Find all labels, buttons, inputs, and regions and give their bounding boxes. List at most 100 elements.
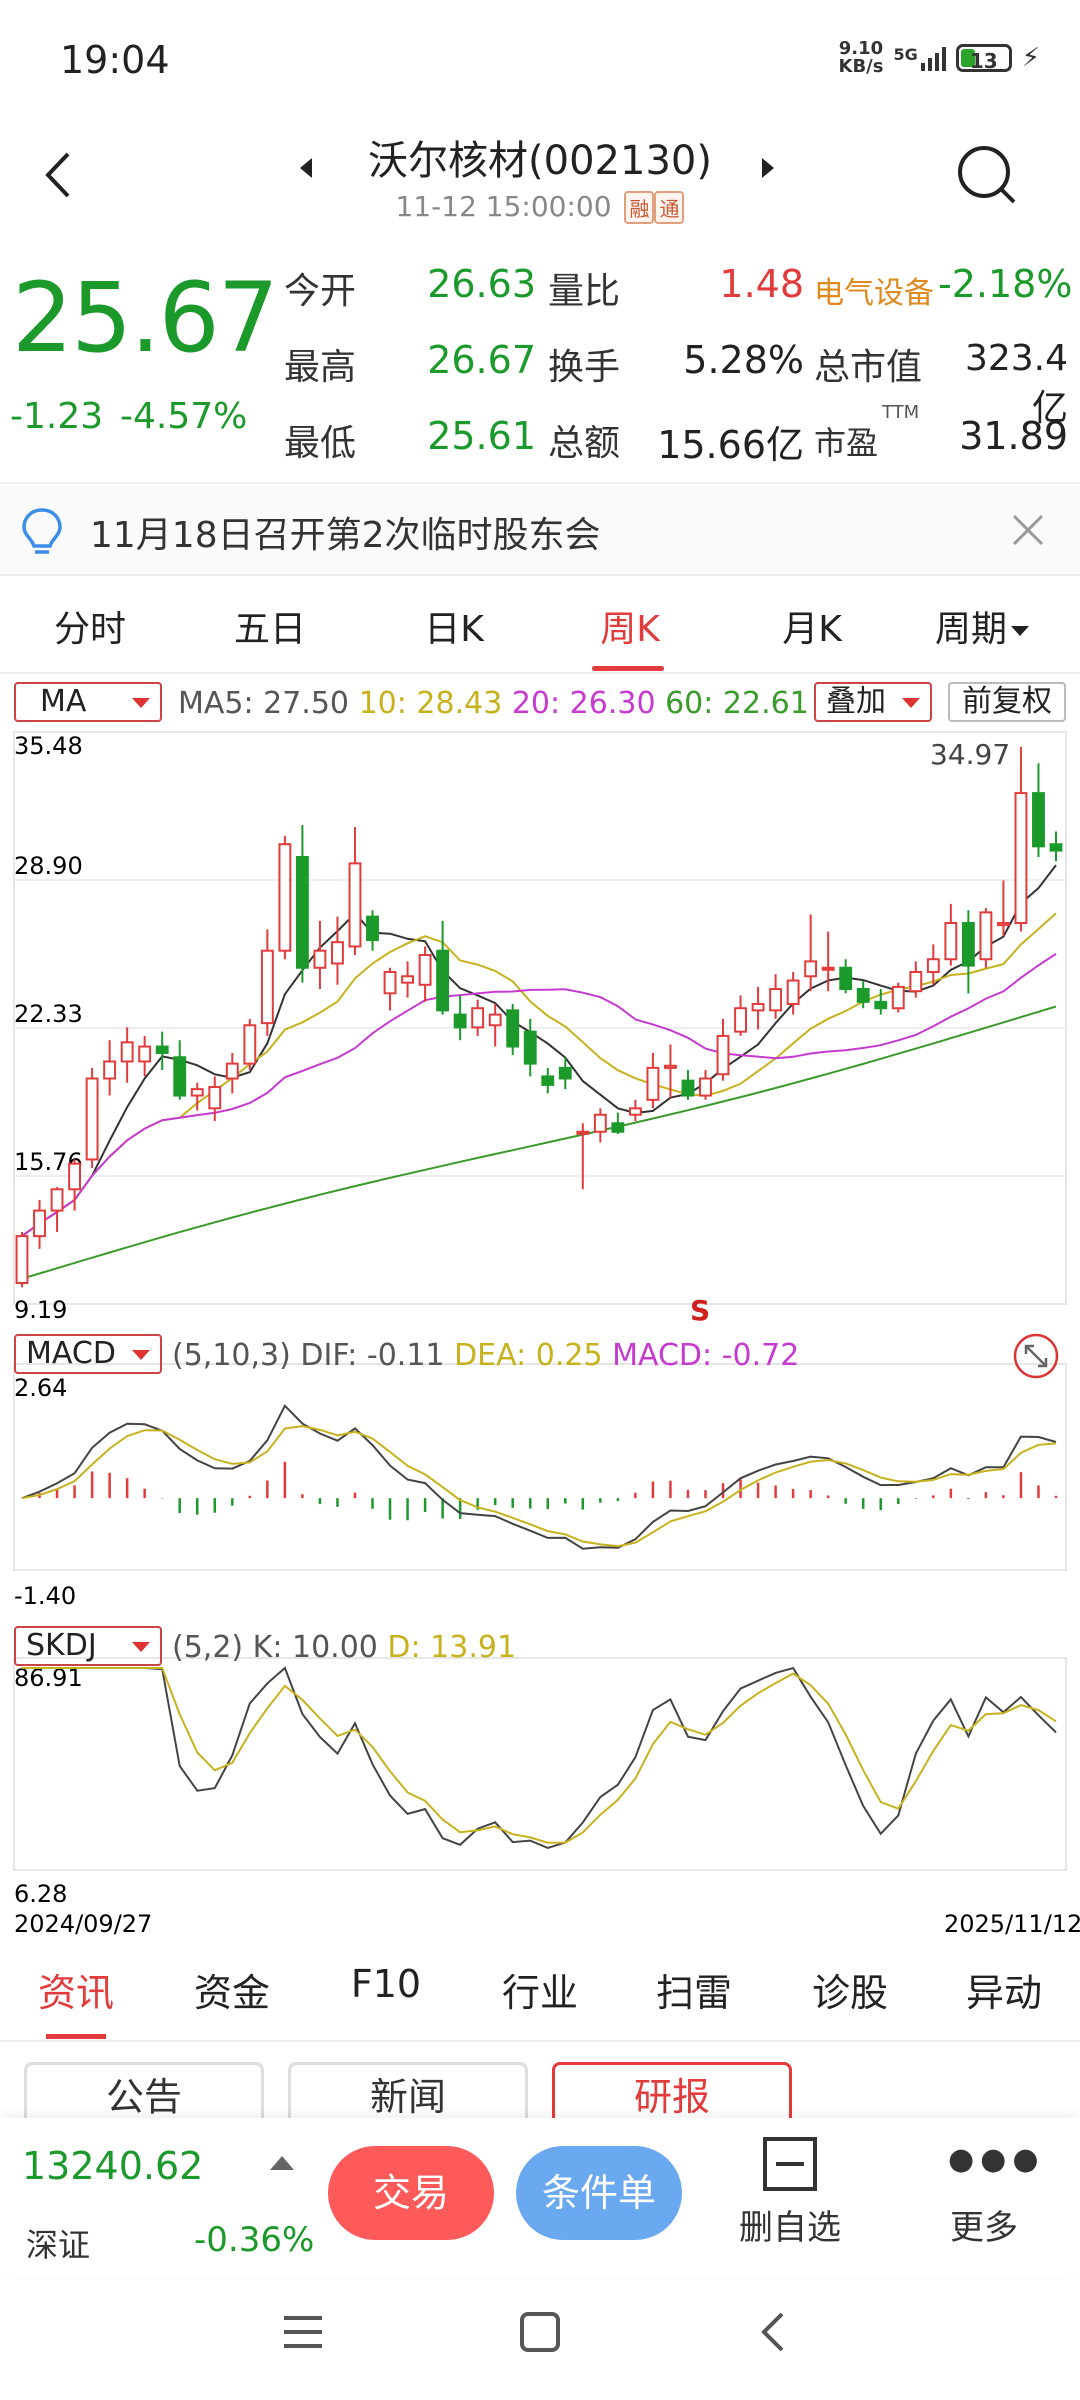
index-change[interactable]: -0.36%: [194, 2220, 315, 2260]
price-change-pct: -4.57%: [120, 396, 248, 437]
system-nav-bar: [0, 2280, 1080, 2400]
kline-chart[interactable]: 35.48 28.90 22.33 15.76 9.19 34.97 S 2.6…: [0, 724, 1080, 1944]
date-end: 2025/11/12: [944, 1910, 1080, 1938]
macd-tick: -1.40: [14, 1582, 76, 1610]
high-marker: 34.97: [930, 738, 1010, 771]
candle-body: [85, 1077, 99, 1161]
ma-select[interactable]: MA: [14, 682, 162, 722]
candle-body: [821, 966, 835, 971]
net-speed: 9.10 KB/s: [838, 38, 884, 77]
candle-body: [33, 1209, 46, 1238]
index-value[interactable]: 13240.62: [22, 2144, 204, 2188]
tab-period[interactable]: 周期: [922, 600, 1042, 652]
more-icon[interactable]: ●●●: [948, 2142, 1045, 2177]
low-label: 最低: [284, 423, 357, 464]
candle-body: [138, 1045, 152, 1063]
candle-body: [926, 958, 940, 974]
bulb-icon: [22, 508, 62, 554]
candle-body: [173, 1056, 187, 1097]
tab-intraday[interactable]: 分时: [53, 609, 126, 650]
vol-ratio-value: 1.48: [719, 262, 804, 306]
index-name[interactable]: 深证: [26, 2226, 91, 2264]
more-label[interactable]: 更多: [950, 2208, 1018, 2248]
next-stock-icon[interactable]: [762, 158, 774, 178]
candle-body: [208, 1086, 222, 1110]
macd-legend: (5,10,3) DIF: -0.11 DEA: 0.25 MACD: -0.7…: [172, 1338, 800, 1373]
expand-icon[interactable]: [1012, 1332, 1060, 1380]
candle-body: [190, 1088, 204, 1097]
candle-body: [488, 1013, 502, 1027]
candle-body: [769, 988, 783, 1012]
turnover-value: 5.28%: [683, 338, 804, 382]
prev-stock-icon[interactable]: [300, 158, 312, 178]
status-time: 19:04: [60, 38, 170, 82]
tab-diagnosis[interactable]: 诊股: [811, 1971, 888, 2015]
battery-icon: 13: [955, 44, 1012, 73]
candle-body: [909, 971, 923, 993]
tab-weekly-k[interactable]: 周K: [600, 609, 660, 650]
candle-body: [996, 922, 1010, 927]
back-nav-icon[interactable]: [754, 2308, 794, 2356]
tab-f10[interactable]: F10: [350, 1962, 422, 2006]
candle-body: [120, 1041, 134, 1063]
candle-body: [541, 1075, 555, 1086]
bottom-tab-indicator: [46, 2034, 106, 2039]
macd-select[interactable]: MACD: [14, 1334, 162, 1374]
mktcap-value: 323.4亿: [964, 338, 1068, 429]
ma5-line: [21, 864, 1057, 1237]
price-tick: 35.48: [14, 732, 83, 760]
candle-body: [734, 1007, 747, 1033]
search-icon[interactable]: [952, 140, 1022, 210]
adjust-button[interactable]: 前复权: [948, 682, 1066, 722]
sector-name[interactable]: 电气设备: [814, 276, 934, 311]
tab-five-day[interactable]: 五日: [233, 609, 306, 650]
tab-monthly-k[interactable]: 月K: [782, 609, 842, 650]
candle-body: [1014, 792, 1028, 925]
close-icon[interactable]: [1010, 512, 1046, 548]
candle-body: [418, 953, 432, 986]
amount-value: 15.66亿: [657, 423, 804, 467]
candle-body: [558, 1066, 572, 1080]
k-line: [22, 1666, 1057, 1849]
candle-body: [68, 1162, 82, 1191]
sector-change: -2.18%: [938, 262, 1073, 306]
vol-ratio-label: 量比: [548, 271, 621, 312]
notice-bar[interactable]: [0, 486, 1080, 572]
candle-body: [155, 1045, 169, 1054]
skdj-tick: 6.28: [14, 1880, 67, 1908]
tab-funds[interactable]: 资金: [193, 1971, 270, 2015]
amount-label: 总额: [548, 423, 621, 464]
tab-risk-scan[interactable]: 扫雷: [655, 1971, 732, 2015]
candle-body: [944, 922, 958, 961]
trade-button[interactable]: 交易: [328, 2146, 494, 2240]
remove-watch-icon[interactable]: [762, 2136, 818, 2192]
candle-body: [313, 949, 327, 969]
signal-icon: 5G: [893, 45, 946, 71]
tab-news-info[interactable]: 资讯: [37, 1971, 114, 2015]
back-icon[interactable]: [34, 150, 84, 200]
tab-industry[interactable]: 行业: [501, 1971, 578, 2015]
expand-up-icon[interactable]: [270, 2156, 294, 2170]
ma10-line: [21, 912, 1057, 1237]
overlay-select[interactable]: 叠加: [814, 682, 932, 722]
tab-daily-k[interactable]: 日K: [424, 609, 484, 650]
candle-body: [401, 975, 414, 984]
macd-tick: 2.64: [14, 1374, 67, 1402]
candle-body: [611, 1122, 625, 1133]
candle-body: [471, 1007, 485, 1029]
home-icon[interactable]: [518, 2310, 562, 2354]
skdj-select[interactable]: SKDJ: [14, 1626, 162, 1666]
condition-order-button[interactable]: 条件单: [516, 2146, 682, 2240]
candle-body: [331, 941, 344, 965]
d-line: [22, 1667, 1057, 1844]
candle-body: [961, 922, 975, 967]
pe-label: 市盈: [814, 424, 879, 462]
candle-body: [856, 988, 870, 1003]
notice-text[interactable]: 11月18日召开第2次临时股东会: [90, 515, 601, 556]
tab-movement[interactable]: 异动: [965, 1971, 1042, 2015]
remove-watch-label[interactable]: 删自选: [739, 2208, 841, 2248]
candle-body: [804, 960, 818, 978]
menu-icon[interactable]: [280, 2312, 326, 2352]
candle-body: [15, 1235, 29, 1285]
candle-body: [891, 985, 905, 1010]
